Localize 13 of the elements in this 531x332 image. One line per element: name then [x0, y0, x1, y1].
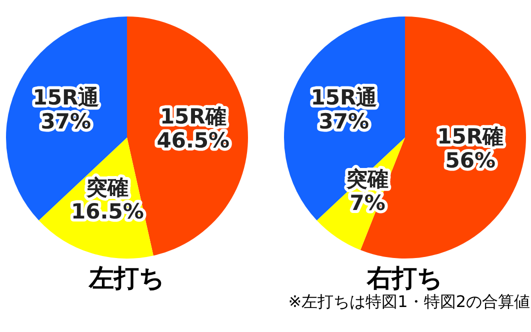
slice-label: 突確: [85, 176, 128, 200]
data-label: 16.5%: [71, 200, 144, 224]
text: 右打ち: [366, 264, 443, 292]
data-label: 56%: [445, 148, 496, 172]
slice-label: 15R確: [437, 124, 504, 148]
data-label: 37%: [318, 110, 370, 134]
data-label: 46.5%: [156, 128, 230, 153]
text: 左打ち: [88, 264, 165, 292]
slice-label: 15R通: [310, 86, 378, 110]
text: ※左打ちは特図1・特図2の合算値: [288, 292, 530, 313]
data-label: 37%: [40, 110, 92, 134]
slice-label: 15R通: [32, 86, 100, 110]
slice-label: 15R確: [160, 104, 226, 129]
